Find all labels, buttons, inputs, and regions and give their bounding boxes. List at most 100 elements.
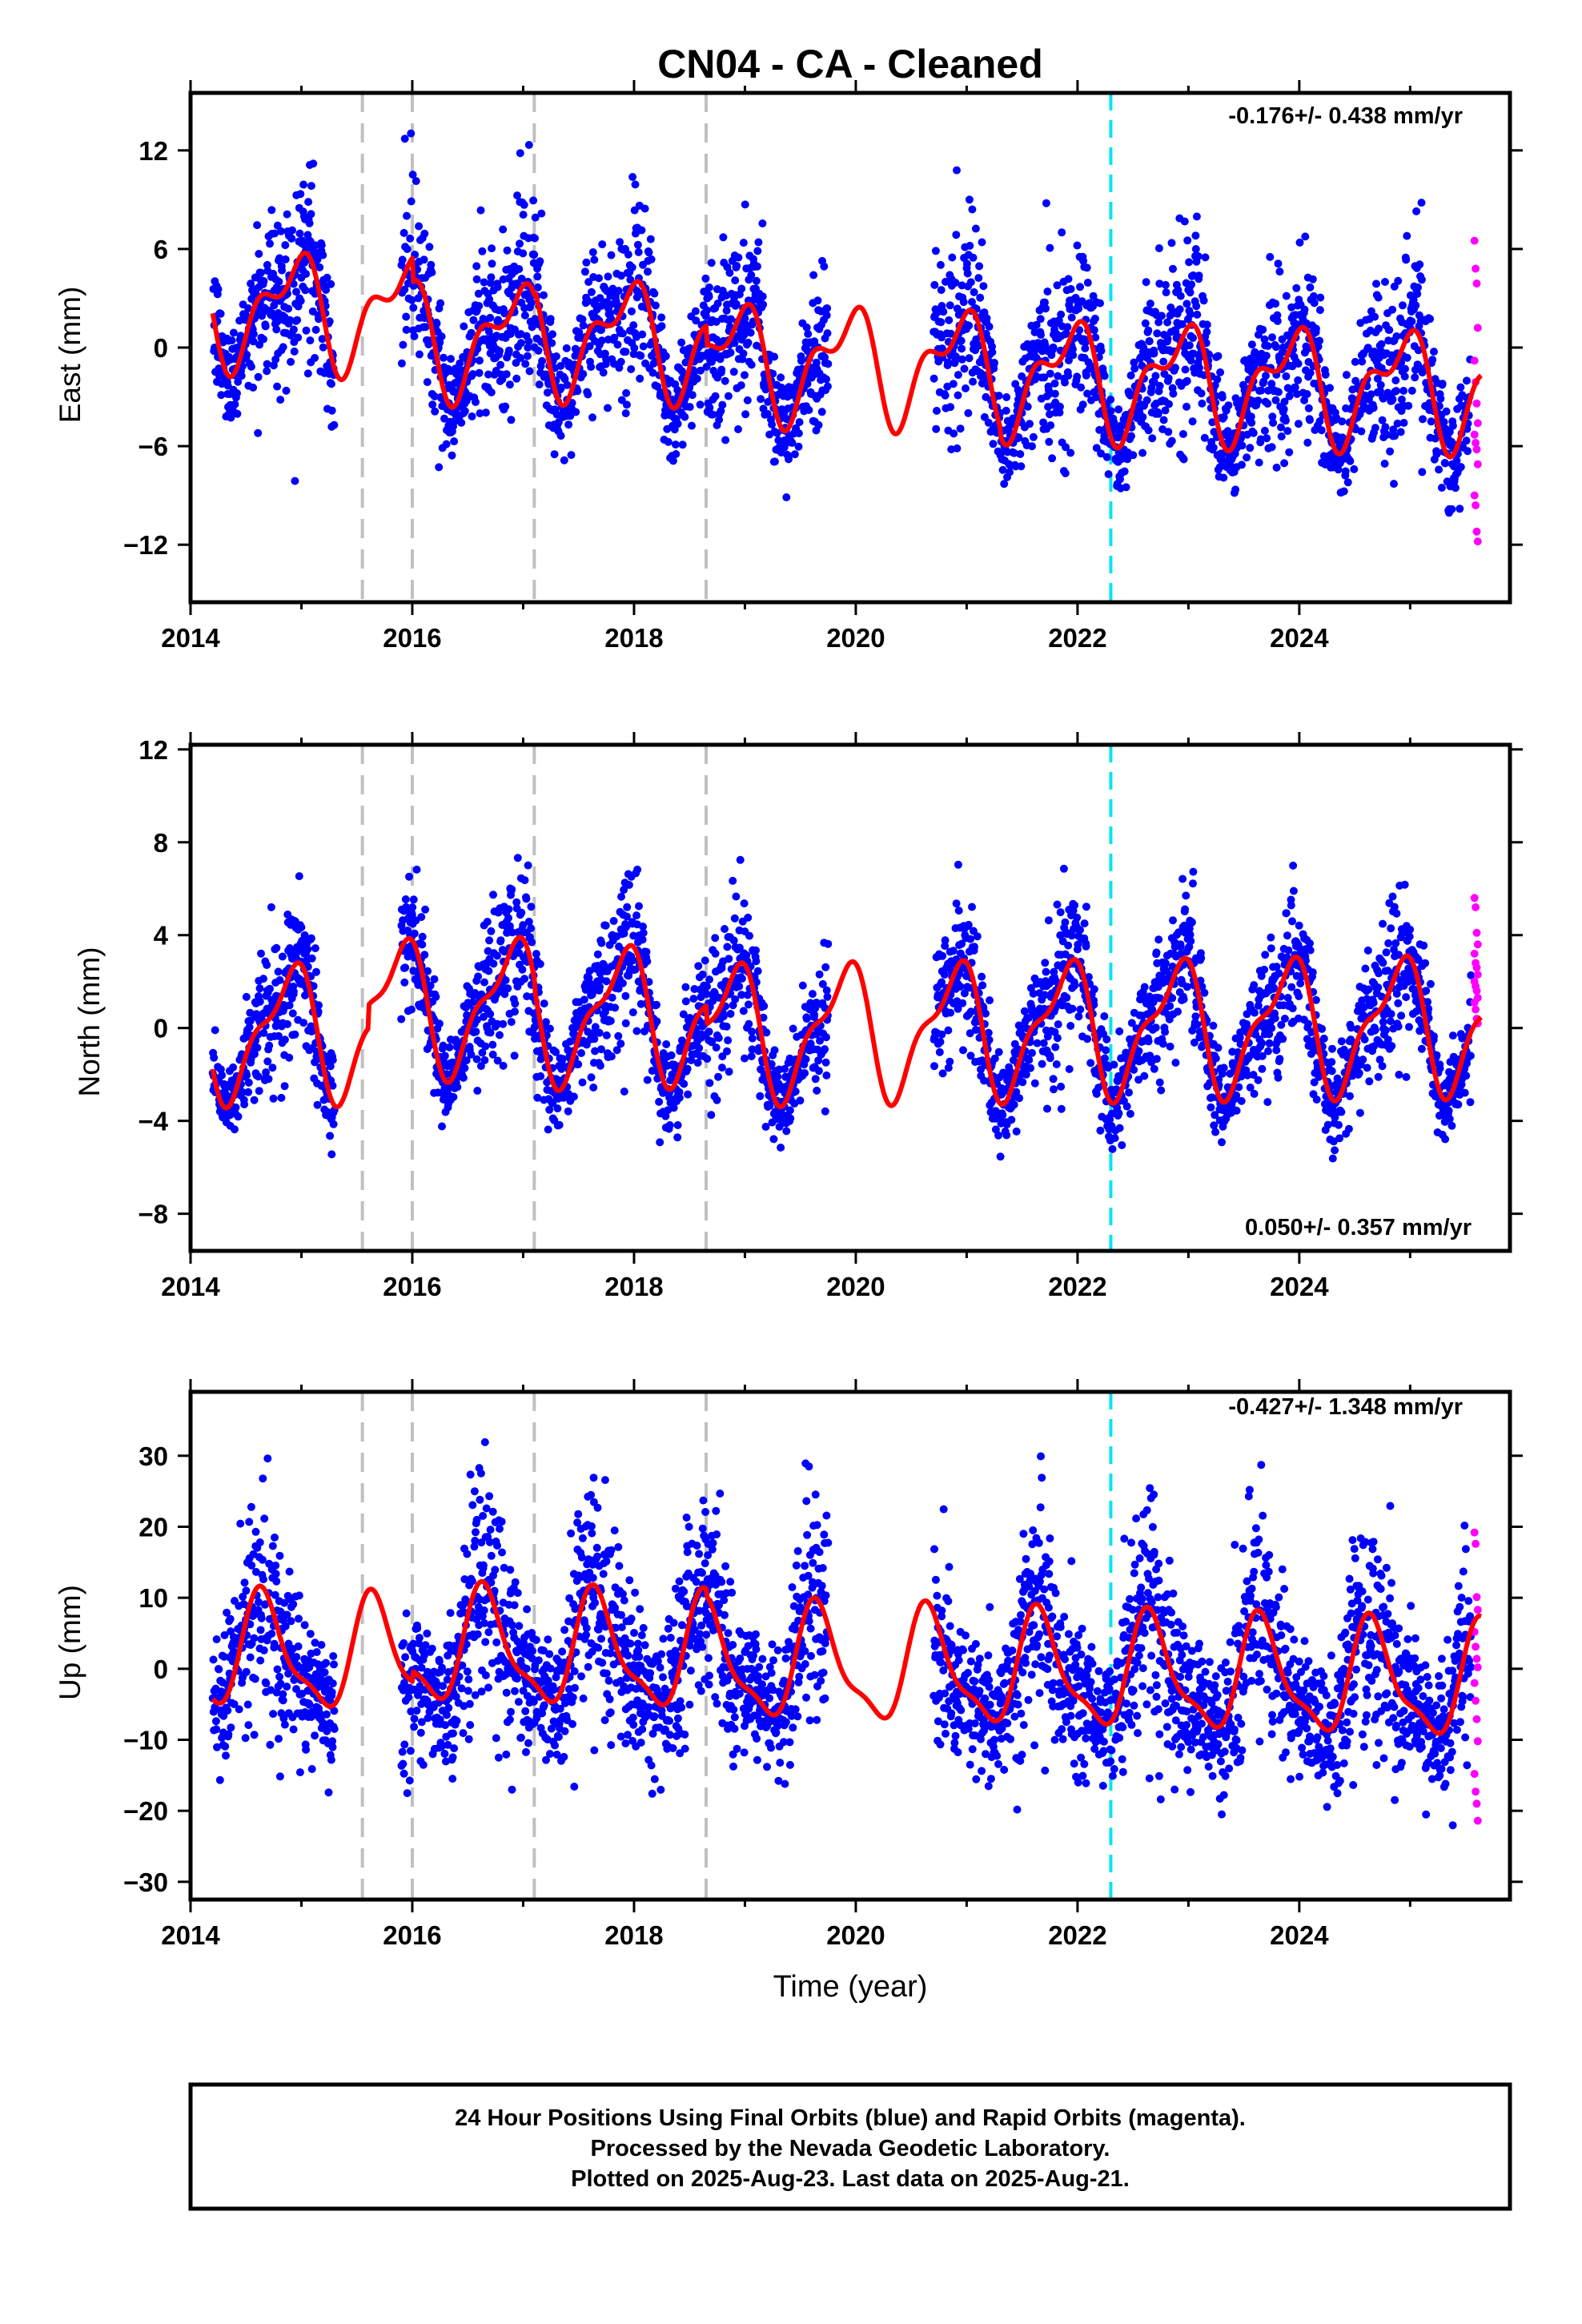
final-orbit-point <box>681 983 690 991</box>
final-orbit-point <box>562 344 571 352</box>
final-orbit-point <box>804 330 813 338</box>
final-orbit-point <box>1155 279 1164 288</box>
final-orbit-point <box>1293 390 1301 398</box>
final-orbit-point <box>288 226 296 235</box>
final-orbit-point <box>250 1096 259 1104</box>
final-orbit-point <box>644 248 653 257</box>
final-orbit-point <box>322 286 331 294</box>
final-orbit-point <box>271 229 279 238</box>
final-orbit-point <box>1042 304 1050 313</box>
final-orbit-point <box>1029 989 1038 998</box>
final-orbit-point <box>1106 407 1115 416</box>
final-orbit-point <box>1317 426 1326 435</box>
final-orbit-point <box>1438 380 1447 388</box>
final-orbit-point <box>765 1101 774 1110</box>
final-orbit-point <box>1376 380 1385 389</box>
final-orbit-point <box>631 180 640 189</box>
final-orbit-point <box>964 408 973 417</box>
final-orbit-point <box>939 308 948 316</box>
final-orbit-point <box>399 340 408 349</box>
final-orbit-point <box>579 321 588 330</box>
final-orbit-point <box>525 367 534 376</box>
final-orbit-point <box>705 1027 713 1036</box>
final-orbit-point <box>1191 231 1200 240</box>
final-orbit-point <box>424 967 432 975</box>
final-orbit-point <box>1388 395 1397 404</box>
final-orbit-point <box>679 1010 688 1019</box>
final-orbit-point <box>236 332 245 340</box>
final-orbit-point <box>1026 420 1034 428</box>
final-orbit-point <box>486 1010 495 1019</box>
final-orbit-point <box>1076 926 1084 935</box>
final-orbit-point <box>548 339 556 348</box>
final-orbit-point <box>596 983 604 991</box>
final-orbit-point <box>614 1031 623 1040</box>
final-orbit-point <box>1020 1007 1029 1015</box>
final-orbit-point <box>1350 464 1359 473</box>
final-orbit-point <box>1016 450 1025 458</box>
east-panel: East (mm) -0.176+/- 0.438 mm/yr <box>54 103 1463 423</box>
final-orbit-point <box>564 420 573 429</box>
final-orbit-point <box>516 239 524 248</box>
final-orbit-point <box>694 962 703 971</box>
final-orbit-point <box>1255 458 1263 467</box>
final-orbit-point <box>812 358 821 367</box>
final-orbit-point <box>578 1078 587 1087</box>
final-orbit-point <box>636 985 644 994</box>
final-orbit-point <box>982 1009 990 1018</box>
final-orbit-point <box>254 1072 263 1081</box>
final-orbit-point <box>291 476 299 485</box>
y-axis-label-north: North (mm) <box>73 947 106 1096</box>
final-orbit-point <box>996 1152 1005 1161</box>
final-orbit-point <box>1116 475 1124 484</box>
final-orbit-point <box>1048 454 1057 463</box>
final-orbit-point <box>821 1045 829 1054</box>
final-orbit-point <box>1044 916 1053 925</box>
final-orbit-point <box>621 348 630 356</box>
final-orbit-point <box>1369 404 1378 412</box>
final-orbit-point <box>1452 484 1460 493</box>
final-orbit-point <box>734 425 742 433</box>
final-orbit-point <box>234 1112 243 1121</box>
final-orbit-point <box>777 373 785 382</box>
final-orbit-point <box>481 408 490 417</box>
final-orbit-point <box>1023 402 1032 411</box>
final-orbit-point <box>275 254 284 263</box>
final-orbit-point <box>296 190 305 199</box>
final-orbit-point <box>412 177 420 186</box>
final-orbit-point <box>1231 485 1240 494</box>
final-orbit-point <box>639 928 648 937</box>
final-orbit-point <box>427 260 436 269</box>
final-orbit-point <box>398 255 407 264</box>
final-orbit-point <box>496 347 504 356</box>
final-orbit-point <box>1046 1054 1054 1063</box>
final-orbit-point <box>294 333 303 342</box>
final-orbit-point <box>287 357 295 366</box>
final-orbit-point <box>1028 1048 1036 1057</box>
final-orbit-point <box>520 200 528 209</box>
final-orbit-point <box>1142 278 1150 287</box>
final-orbit-point <box>646 235 655 243</box>
final-orbit-point <box>622 922 631 931</box>
final-orbit-point <box>1120 467 1129 476</box>
final-orbit-point <box>493 283 502 292</box>
final-orbit-point <box>725 268 734 277</box>
final-orbit-point <box>511 1007 519 1016</box>
final-orbit-point <box>1155 381 1164 390</box>
final-orbit-point <box>794 429 803 438</box>
final-orbit-point <box>468 412 476 420</box>
final-orbit-point <box>231 1103 240 1112</box>
final-orbit-point <box>259 1028 268 1037</box>
final-orbit-point <box>504 346 513 355</box>
final-orbit-point <box>1102 452 1111 461</box>
final-orbit-point <box>1404 401 1413 410</box>
final-orbit-point <box>1213 375 1222 384</box>
final-orbit-point <box>253 221 262 230</box>
final-orbit-point <box>608 993 616 1002</box>
final-orbit-point <box>936 260 945 269</box>
final-orbit-point <box>281 255 290 263</box>
final-orbit-point <box>519 921 528 930</box>
final-orbit-point <box>1055 402 1064 411</box>
final-orbit-point <box>1078 400 1087 409</box>
final-orbit-point <box>1287 303 1296 312</box>
